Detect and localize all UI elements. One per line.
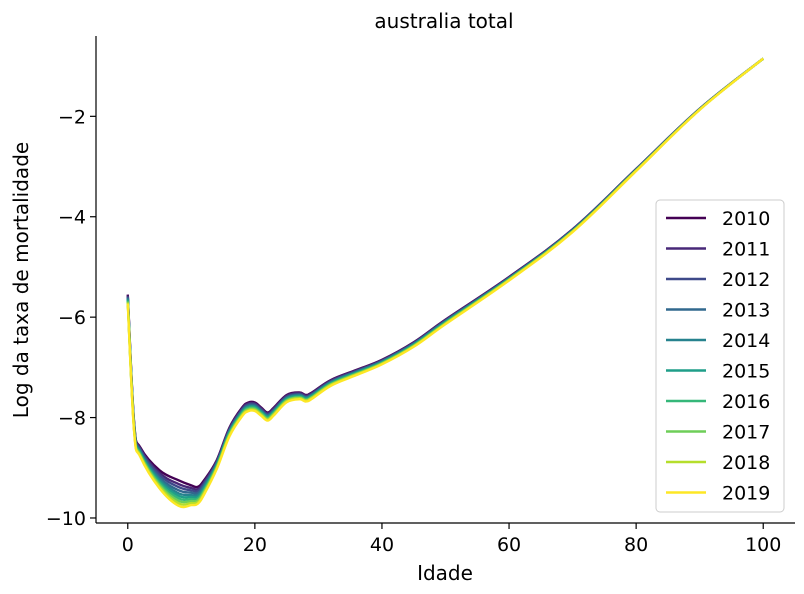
- x-tick-label: 0: [122, 534, 134, 556]
- legend-label-2016: 2016: [722, 391, 770, 413]
- x-axis-label: Idade: [417, 561, 473, 585]
- legend-label-2015: 2015: [722, 361, 770, 383]
- plot-lines: [126, 57, 764, 509]
- x-ticks: 0 20 40 60 80 100: [122, 523, 781, 556]
- legend-label-2011: 2011: [722, 239, 770, 261]
- y-axis-label: Log da taxa de mortalidade: [9, 142, 33, 418]
- x-tick-label: 40: [370, 534, 394, 556]
- legend-label-2010: 2010: [722, 208, 770, 230]
- x-tick-label: 60: [497, 534, 521, 556]
- legend: 2010 2011 2012 2013 2014 2015 2016 2017 2018 2019: [655, 199, 785, 513]
- legend-label-2013: 2013: [722, 300, 770, 322]
- y-tick-label: −6: [58, 307, 86, 329]
- legend-label-2018: 2018: [722, 452, 770, 474]
- x-tick-label: 100: [745, 534, 781, 556]
- x-tick-label: 80: [624, 534, 648, 556]
- y-ticks: −10 −8 −6 −4 −2: [46, 106, 96, 530]
- x-tick-label: 20: [243, 534, 267, 556]
- legend-label-2017: 2017: [722, 422, 770, 444]
- legend-label-2014: 2014: [722, 330, 770, 352]
- y-tick-label: −10: [46, 508, 86, 530]
- y-tick-label: −4: [58, 207, 86, 229]
- legend-label-2012: 2012: [722, 269, 770, 291]
- legend-label-2019: 2019: [722, 483, 770, 505]
- chart-title: australia total: [374, 9, 513, 33]
- series-line-2019: [126, 57, 764, 509]
- y-tick-label: −8: [58, 408, 86, 430]
- y-tick-label: −2: [58, 106, 86, 128]
